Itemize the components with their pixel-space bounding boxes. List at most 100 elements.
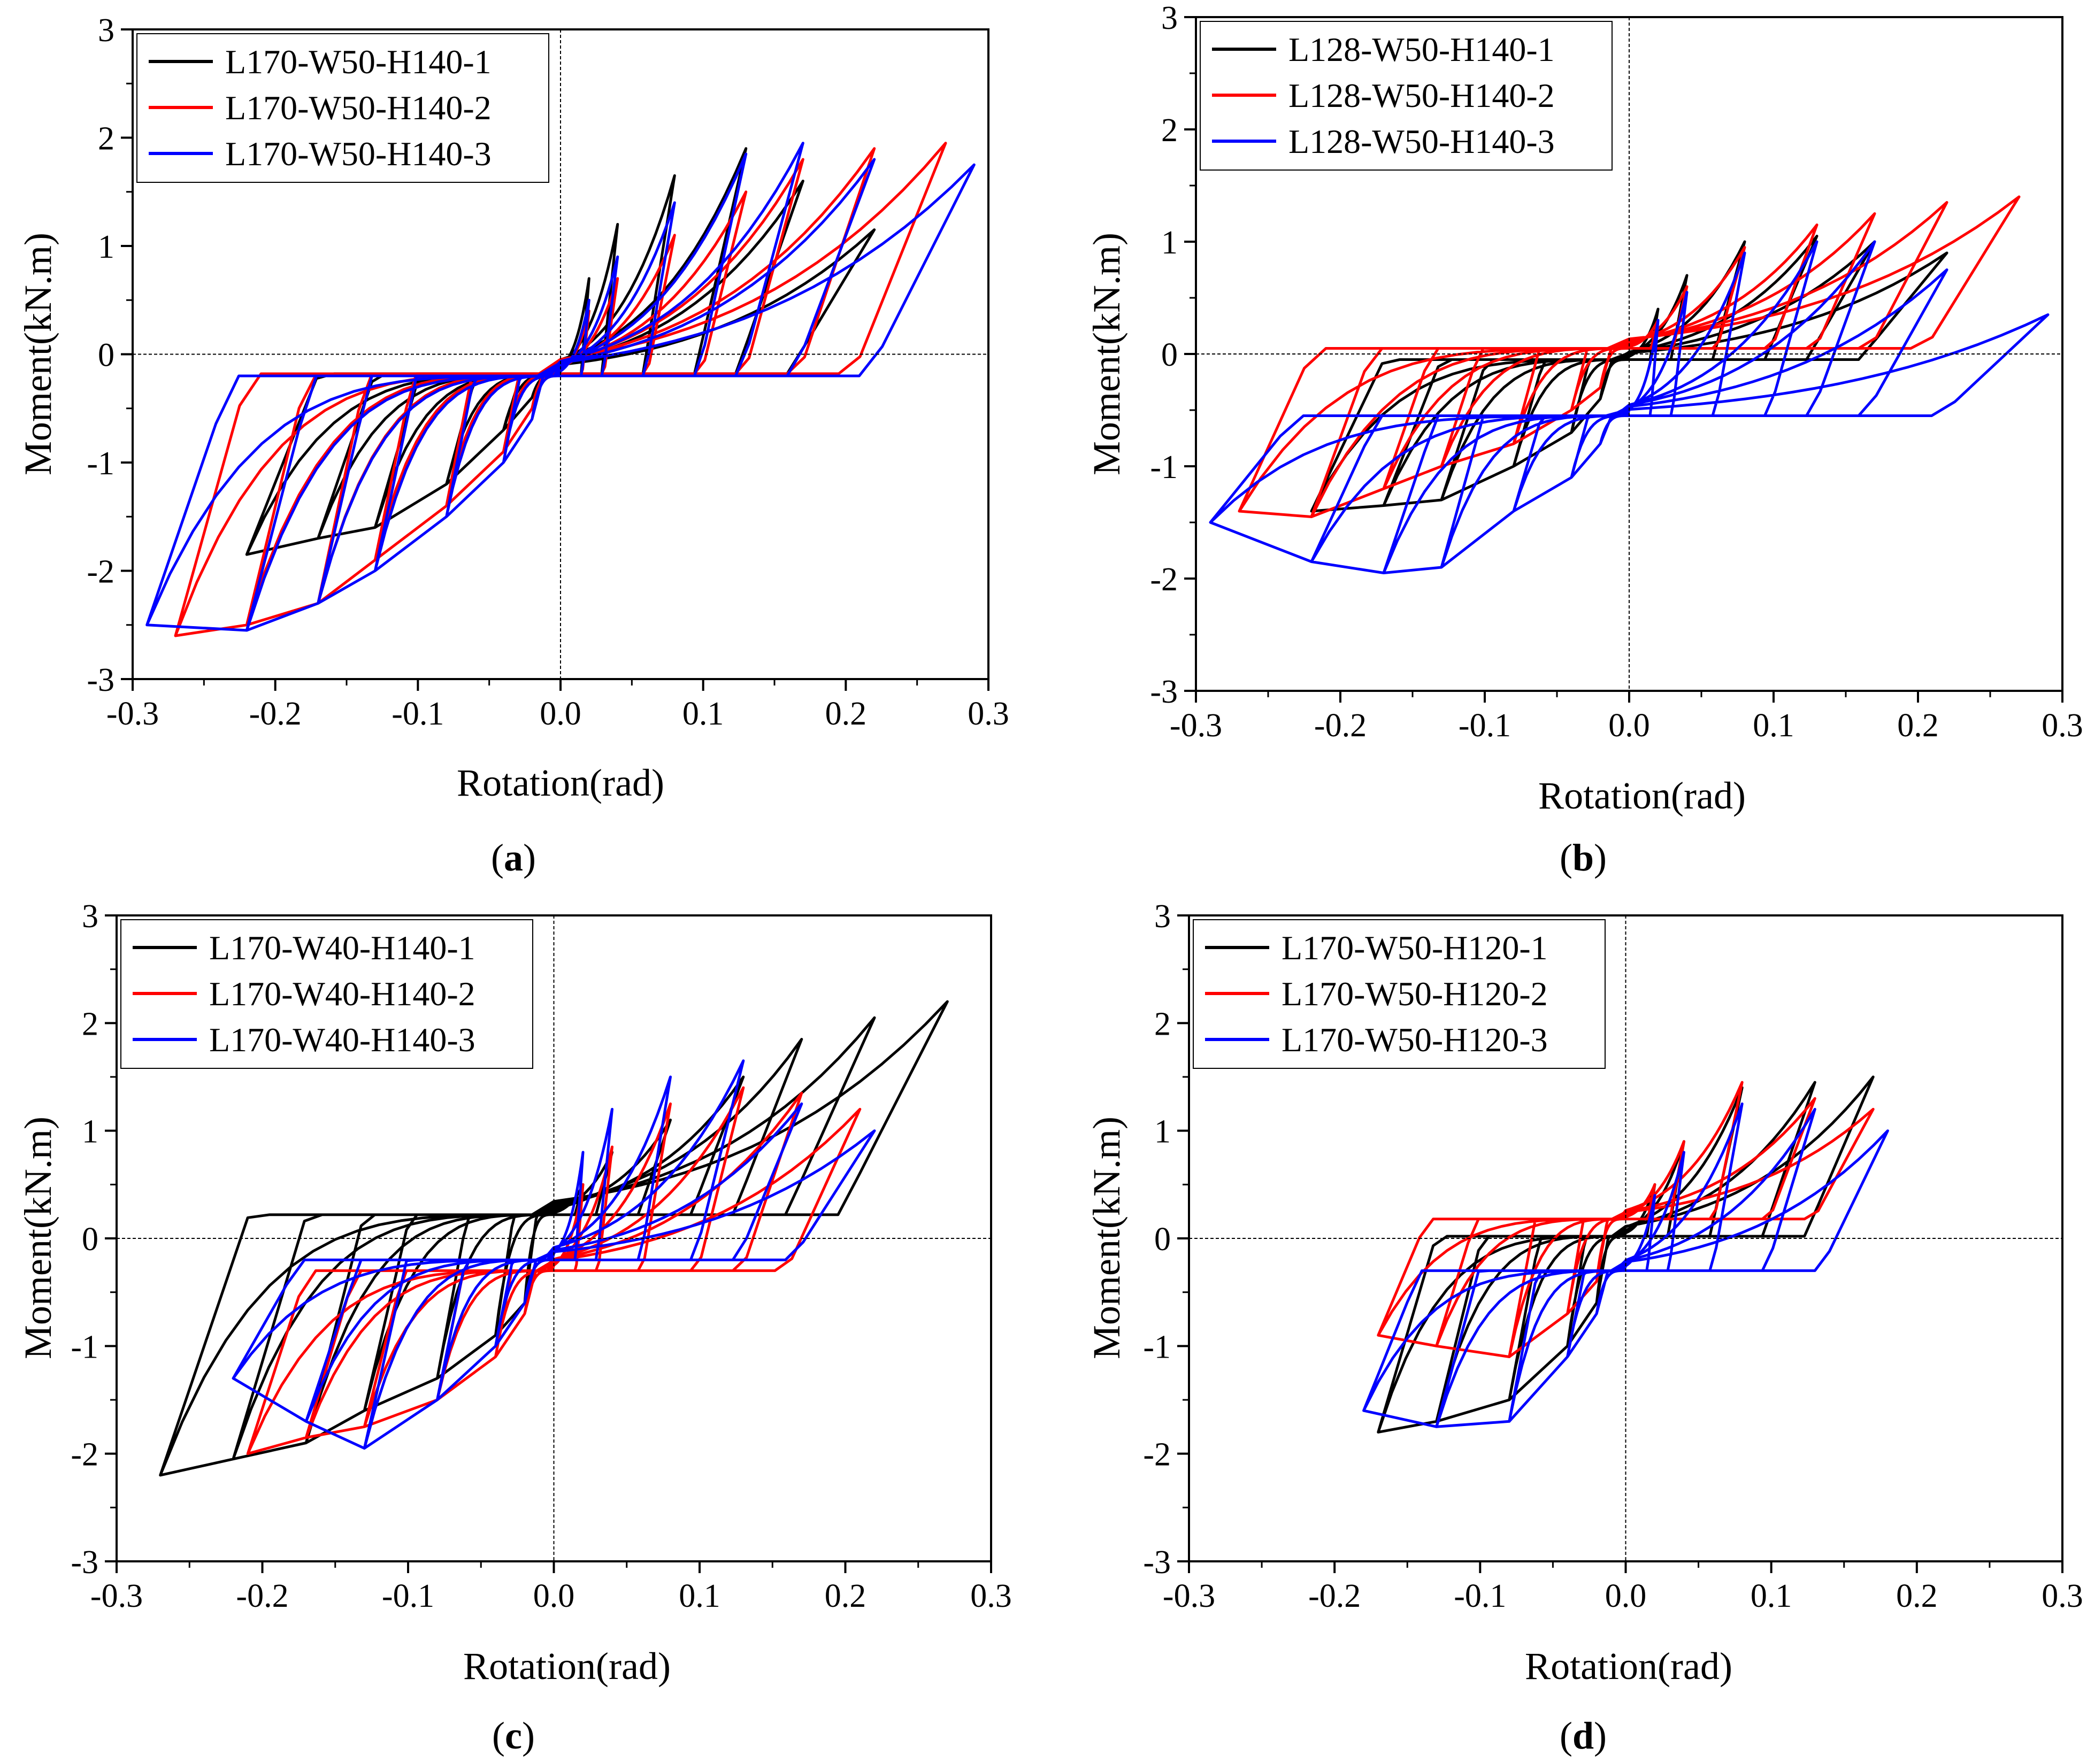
- x-tick-label: -0.3: [1170, 707, 1222, 744]
- series-curve-3: [232, 1059, 876, 1450]
- y-axis-title: Moment(kN.m): [17, 233, 59, 475]
- x-tick-label: 0.3: [2042, 1578, 2083, 1614]
- legend-label: L170-W50-H120-1: [1282, 929, 1548, 967]
- x-tick-label: 0.1: [682, 696, 724, 732]
- y-tick-label: 2: [1161, 112, 1178, 149]
- panel-a: -0.3 -0.2 -0.1 0.0 0.1 0.2 0.3 3 2 1 0 -1 -2 -3 Rotat…: [17, 12, 1009, 879]
- x-tick-label: -0.1: [392, 696, 444, 732]
- legend-label: L170-W40-H140-3: [209, 1021, 475, 1059]
- panel-letter: a: [504, 836, 523, 879]
- y-tick-label: -1: [1143, 1329, 1171, 1365]
- y-tick-label: -1: [1150, 449, 1178, 486]
- y-tick-label: -2: [1143, 1437, 1171, 1473]
- panel-label: (a): [491, 836, 536, 879]
- panel-label: (c): [492, 1714, 535, 1757]
- legend-label: L170-W50-H140-3: [225, 135, 492, 173]
- x-tick-label: 0.2: [1897, 707, 1939, 744]
- legend-label: L170-W50-H120-2: [1282, 975, 1548, 1013]
- y-tick-label: -1: [71, 1329, 98, 1365]
- hysteresis-curves: [1362, 1075, 1889, 1434]
- panel-letter: b: [1572, 836, 1594, 879]
- x-tick-label: 0.1: [1753, 707, 1794, 744]
- series-curve-1: [159, 1000, 949, 1477]
- axis-ticks: -0.3 -0.2 -0.1 0.0 0.1 0.2 0.3 3 2 1 0 -1 -2 -3: [1150, 0, 2083, 744]
- panel-c: -0.3 -0.2 -0.1 0.0 0.1 0.2 0.3 3 2 1 0 -1 -2 -3 Rotat…: [17, 898, 1012, 1757]
- panel-d: -0.3 -0.2 -0.1 0.0 0.1 0.2 0.3 3 2 1 0 -1 -2 -3 Rotat…: [1085, 898, 2083, 1757]
- x-tick-label: 0.2: [1896, 1578, 1938, 1614]
- panel-b: -0.3 -0.2 -0.1 0.0 0.1 0.2 0.3 3 2 1 0 -1 -2 -3 Rotat…: [1085, 0, 2083, 879]
- x-tick-label: -0.1: [1459, 707, 1511, 744]
- x-tick-label: 0.3: [968, 696, 1009, 732]
- x-tick-label: 0.0: [540, 696, 581, 732]
- legend-label: L170-W40-H140-1: [209, 929, 475, 967]
- y-tick-label: 2: [82, 1006, 98, 1042]
- panel-label: (b): [1560, 836, 1607, 879]
- x-tick-label: 0.3: [2042, 707, 2083, 744]
- x-tick-label: 0.3: [970, 1578, 1012, 1614]
- x-tick-label: -0.3: [90, 1578, 143, 1614]
- legend: L170-W50-H140-1 L170-W50-H140-2 L170-W50-H…: [136, 33, 549, 183]
- series-curve-2: [246, 1086, 862, 1455]
- y-tick-label: 2: [1154, 1006, 1171, 1042]
- legend-label: L170-W50-H120-3: [1282, 1021, 1548, 1059]
- x-tick-label: 0.0: [1605, 1578, 1647, 1614]
- axis-ticks: -0.3 -0.2 -0.1 0.0 0.1 0.2 0.3 3 2 1 0 -1 -2 -3: [1143, 898, 2083, 1614]
- x-tick-label: -0.3: [106, 696, 159, 732]
- x-tick-label: -0.2: [236, 1578, 288, 1614]
- x-tick-label: 0.0: [1608, 707, 1650, 744]
- y-tick-label: -2: [1150, 561, 1178, 598]
- x-tick-label: 0.2: [825, 696, 867, 732]
- y-axis-title: Moment(kN.m): [1085, 1116, 1128, 1359]
- x-tick-label: 0.1: [1751, 1578, 1792, 1614]
- x-tick-label: -0.2: [249, 696, 302, 732]
- x-axis-title: Rotation(rad): [457, 761, 664, 804]
- hysteresis-curves: [159, 1000, 949, 1477]
- y-tick-label: 0: [82, 1221, 98, 1258]
- y-tick-label: 1: [98, 229, 114, 265]
- legend: L170-W50-H120-1 L170-W50-H120-2 L170-W50-H…: [1193, 919, 1606, 1069]
- x-axis-title: Rotation(rad): [463, 1645, 671, 1688]
- panel-letter: d: [1572, 1714, 1594, 1757]
- y-tick-label: -3: [1150, 674, 1178, 710]
- y-tick-label: -3: [71, 1544, 98, 1581]
- y-tick-label: 0: [98, 337, 114, 374]
- legend-label: L170-W50-H140-1: [225, 43, 492, 81]
- y-tick-label: 3: [1161, 0, 1178, 36]
- y-tick-label: 3: [82, 898, 98, 935]
- x-tick-label: -0.2: [1314, 707, 1367, 744]
- series-curve-3: [1209, 240, 2050, 574]
- y-tick-label: 0: [1154, 1221, 1171, 1258]
- y-tick-label: 2: [98, 121, 114, 157]
- axis-ticks: -0.3 -0.2 -0.1 0.0 0.1 0.2 0.3 3 2 1 0 -1 -2 -3: [87, 12, 1009, 732]
- x-axis-title: Rotation(rad): [1525, 1645, 1732, 1688]
- axis-ticks: -0.3 -0.2 -0.1 0.0 0.1 0.2 0.3 3 2 1 0 -1 -2 -3: [71, 898, 1011, 1614]
- hysteresis-curves: [1209, 195, 2050, 574]
- legend-label: L128-W50-H140-2: [1288, 76, 1555, 114]
- legend-label: L170-W40-H140-2: [209, 975, 475, 1013]
- series-curve-2: [1238, 195, 2021, 518]
- panel-letter: c: [505, 1714, 522, 1757]
- hysteresis-curves: [145, 142, 976, 637]
- y-tick-label: 3: [98, 12, 114, 49]
- y-axis-title: Moment(kN.m): [17, 1116, 59, 1359]
- y-tick-label: 1: [1161, 225, 1178, 261]
- y-tick-label: -1: [87, 445, 114, 482]
- x-tick-label: 0.1: [679, 1578, 720, 1614]
- legend-label: L128-W50-H140-1: [1288, 30, 1555, 68]
- legend-label: L128-W50-H140-3: [1288, 122, 1555, 160]
- legend-label: L170-W50-H140-2: [225, 89, 492, 127]
- y-axis-title: Moment(kN.m): [1085, 233, 1128, 475]
- y-tick-label: -2: [87, 554, 114, 590]
- x-tick-label: -0.3: [1163, 1578, 1215, 1614]
- y-tick-label: 1: [1154, 1114, 1171, 1150]
- series-curve-2: [1377, 1081, 1875, 1358]
- panel-label: (d): [1560, 1714, 1607, 1757]
- series-curve-3: [1362, 1102, 1889, 1428]
- legend: L170-W40-H140-1 L170-W40-H140-2 L170-W40-H…: [120, 919, 533, 1069]
- x-tick-label: 0.0: [533, 1578, 575, 1614]
- y-tick-label: -3: [87, 662, 114, 698]
- x-tick-label: 0.2: [825, 1578, 866, 1614]
- x-tick-label: -0.1: [382, 1578, 434, 1614]
- series-curve-3: [145, 142, 976, 632]
